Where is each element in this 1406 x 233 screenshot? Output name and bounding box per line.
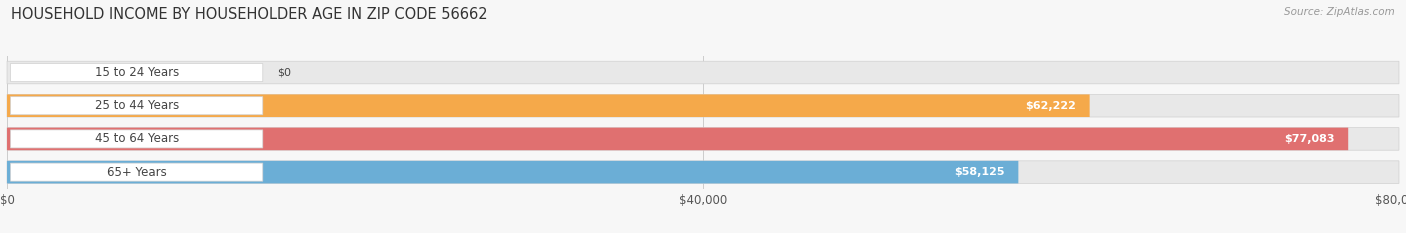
Text: Source: ZipAtlas.com: Source: ZipAtlas.com <box>1284 7 1395 17</box>
FancyBboxPatch shape <box>7 94 1399 117</box>
FancyBboxPatch shape <box>7 128 1399 150</box>
FancyBboxPatch shape <box>7 61 1399 84</box>
FancyBboxPatch shape <box>7 161 1399 183</box>
Text: $0: $0 <box>277 68 291 78</box>
Text: 25 to 44 Years: 25 to 44 Years <box>94 99 179 112</box>
FancyBboxPatch shape <box>10 163 263 181</box>
FancyBboxPatch shape <box>10 63 263 82</box>
FancyBboxPatch shape <box>10 97 263 115</box>
FancyBboxPatch shape <box>7 94 1090 117</box>
FancyBboxPatch shape <box>7 161 1018 183</box>
Text: $62,222: $62,222 <box>1025 101 1076 111</box>
Text: 65+ Years: 65+ Years <box>107 166 166 179</box>
Text: 15 to 24 Years: 15 to 24 Years <box>94 66 179 79</box>
Text: HOUSEHOLD INCOME BY HOUSEHOLDER AGE IN ZIP CODE 56662: HOUSEHOLD INCOME BY HOUSEHOLDER AGE IN Z… <box>11 7 488 22</box>
FancyBboxPatch shape <box>7 128 1348 150</box>
Text: $58,125: $58,125 <box>953 167 1004 177</box>
Text: 45 to 64 Years: 45 to 64 Years <box>94 132 179 145</box>
Text: $77,083: $77,083 <box>1284 134 1334 144</box>
FancyBboxPatch shape <box>10 130 263 148</box>
